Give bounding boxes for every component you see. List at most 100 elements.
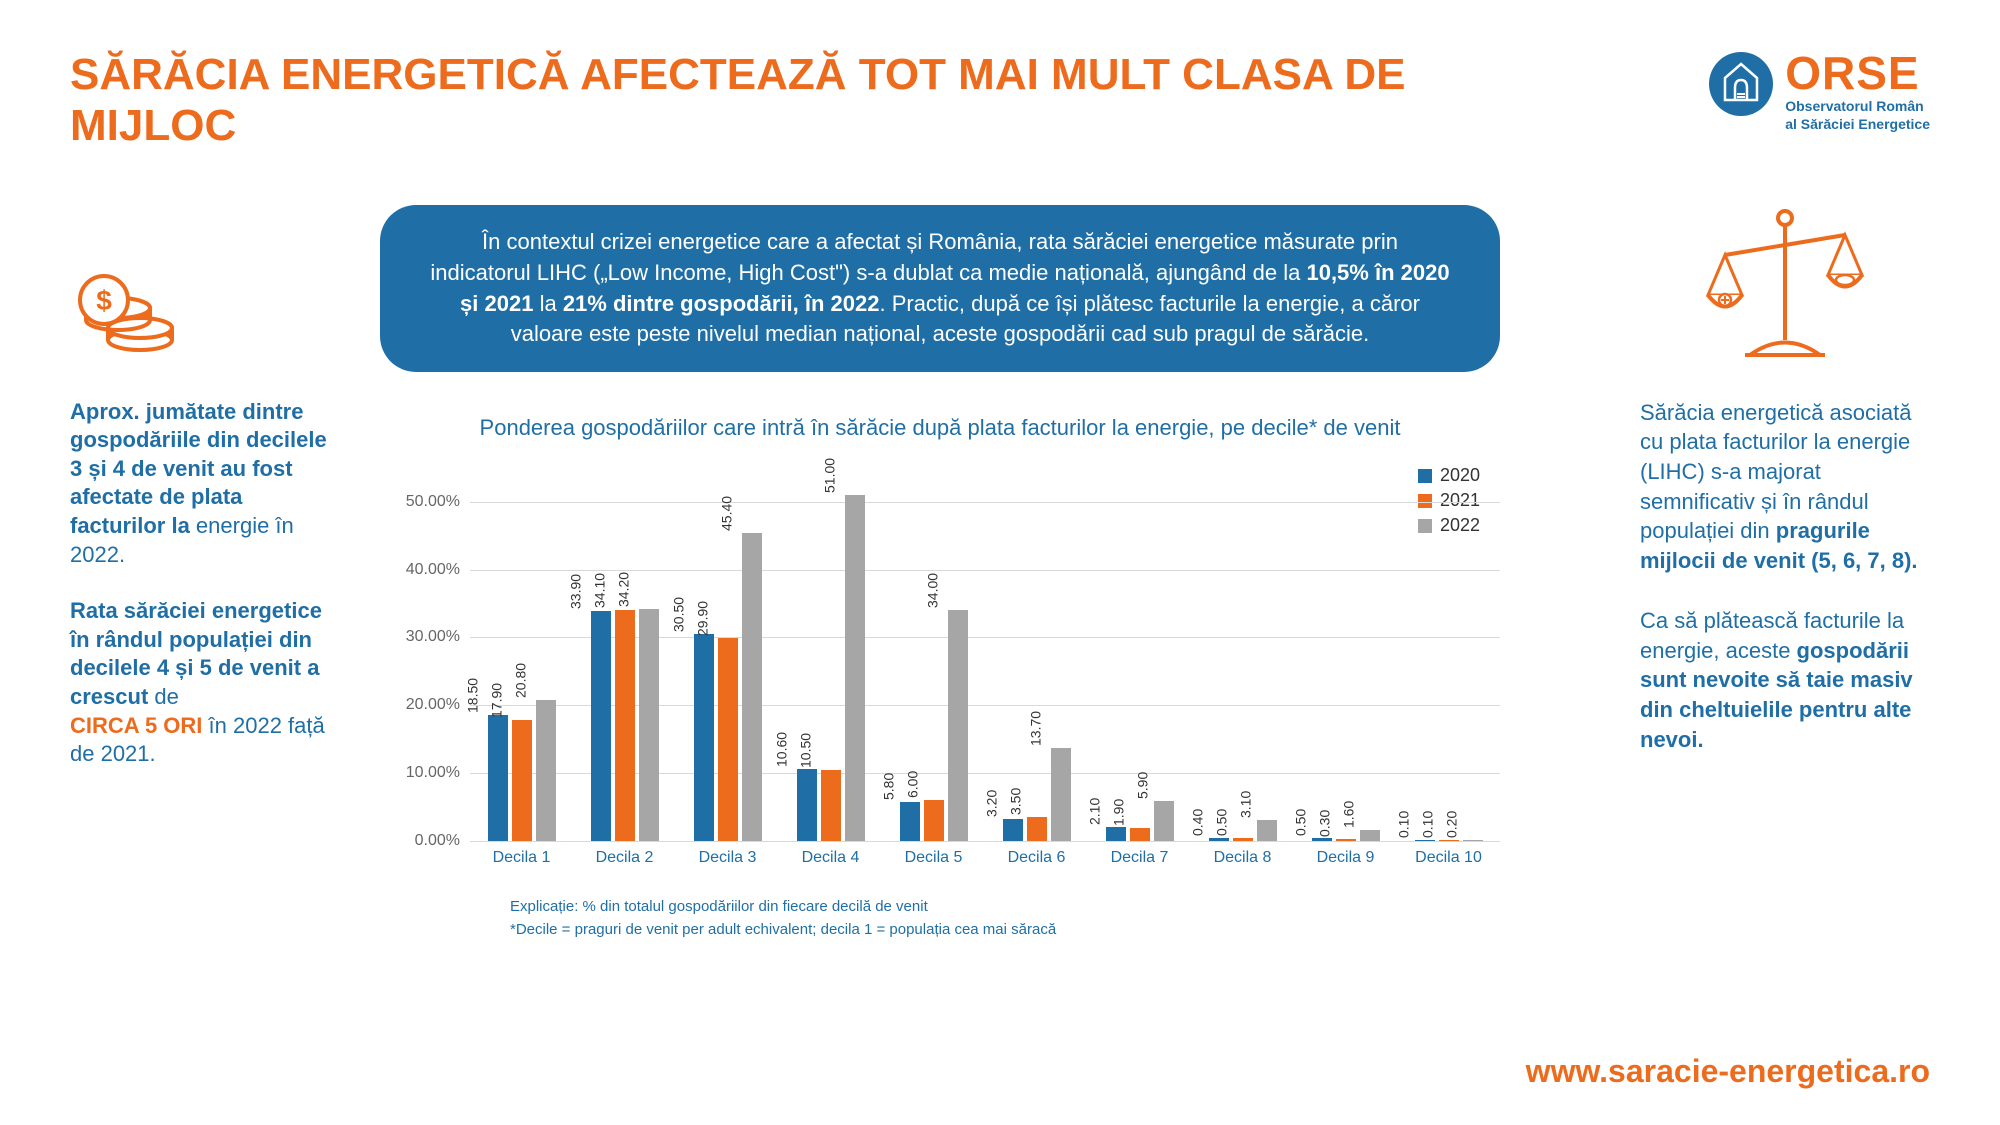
bar-rect [591,611,611,841]
bar-group: 3.203.5013.70 [985,461,1088,841]
x-tick-label: Decila 3 [676,841,779,881]
bar: 34.00 [948,610,968,841]
x-tick-label: Decila 1 [470,841,573,881]
bar-value-label: 0.40 [1189,809,1205,836]
bar: 13.70 [1051,748,1071,841]
bar-value-label: 34.00 [924,573,940,608]
bar: 30.50 [694,634,714,841]
bar-value-label: 5.90 [1134,772,1150,799]
bar-value-label: 1.90 [1110,799,1126,826]
bar: 6.00 [924,800,944,841]
header: SĂRĂCIA ENERGETICĂ AFECTEAZĂ TOT MAI MUL… [70,50,1930,151]
bar-value-label: 13.70 [1027,711,1043,746]
bar-value-label: 0.10 [1419,811,1435,838]
bar-value-label: 33.90 [567,574,583,609]
bar: 5.90 [1154,801,1174,841]
y-tick-label: 0.00% [415,832,460,850]
bar: 17.90 [512,720,532,841]
bar-value-label: 6.00 [904,771,920,798]
bar-group: 2.101.905.90 [1088,461,1191,841]
bar-rect [1360,830,1380,841]
bar-rect [948,610,968,841]
bar-value-label: 29.90 [694,601,710,636]
bar: 20.80 [536,700,556,841]
y-tick-label: 20.00% [406,696,460,714]
bar-rect [900,802,920,841]
coins-icon: $ [70,270,330,368]
bar: 33.90 [591,611,611,841]
bar-value-label: 5.80 [880,772,896,799]
right-paragraph-2: Ca să plătească facturile la energie, ac… [1640,606,1930,754]
x-tick-label: Decila 10 [1397,841,1500,881]
x-tick-label: Decila 7 [1088,841,1191,881]
callout-bold-2: 21% dintre gospodării, în 2022 [563,291,880,316]
bar-rect [1130,828,1150,841]
bar-rect [1027,817,1047,841]
bar-value-label: 0.30 [1316,810,1332,837]
bar-group: 5.806.0034.00 [882,461,985,841]
bar-rect [639,609,659,841]
bar-value-label: 34.10 [591,573,607,608]
x-tick-label: Decila 6 [985,841,1088,881]
page-title: SĂRĂCIA ENERGETICĂ AFECTEAZĂ TOT MAI MUL… [70,50,1470,151]
bar-rect [845,495,865,841]
bar-value-label: 51.00 [821,458,837,493]
bar-group: 33.9034.1034.20 [573,461,676,841]
left-paragraph-2: Rata sărăciei energetice în rândul popul… [70,597,330,769]
callout-text-pre: În contextul crizei energetice care a af… [430,229,1398,285]
bar: 10.50 [821,770,841,841]
bar-rect [1106,827,1126,841]
bar-value-label: 30.50 [670,597,686,632]
bar-rect [924,800,944,841]
bar-value-label: 3.10 [1237,791,1253,818]
x-tick-label: Decila 2 [573,841,676,881]
bar-rect [615,610,635,841]
website-url: www.saracie-energetica.ro [1526,1053,1930,1090]
bars-region: 18.5017.9020.8033.9034.1034.2030.5029.90… [470,461,1500,841]
bar-rect [694,634,714,841]
bar: 29.90 [718,638,738,841]
bar-rect [512,720,532,841]
bar: 1.60 [1360,830,1380,841]
bar-rect [1003,819,1023,841]
bar-value-label: 20.80 [512,663,528,698]
bar-rect [742,533,762,841]
bar: 18.50 [488,715,508,841]
bar-value-label: 18.50 [464,678,480,713]
right-column: Sărăcia energetică asociată cu plata fac… [1640,200,1930,784]
bar-value-label: 3.50 [1007,788,1023,815]
bar-value-label: 34.20 [615,572,631,607]
svg-text:$: $ [96,285,112,316]
y-tick-label: 50.00% [406,493,460,511]
x-tick-label: Decila 9 [1294,841,1397,881]
bar-group: 0.500.301.60 [1294,461,1397,841]
y-tick-label: 10.00% [406,764,460,782]
bar: 51.00 [845,495,865,841]
bar: 45.40 [742,533,762,841]
bar-rect [821,770,841,841]
bar: 34.10 [615,610,635,841]
y-tick-label: 30.00% [406,628,460,646]
bar-rect [536,700,556,841]
bar: 3.20 [1003,819,1023,841]
y-axis: 0.00%10.00%20.00%30.00%40.00%50.00% [380,461,470,841]
chart-title: Ponderea gospodăriilor care intră în săr… [380,415,1500,441]
x-tick-label: Decila 5 [882,841,985,881]
callout-box: În contextul crizei energetice care a af… [380,205,1500,372]
chart: Ponderea gospodăriilor care intră în săr… [380,415,1500,940]
bar-rect [797,769,817,841]
bar: 10.60 [797,769,817,841]
bar-value-label: 0.50 [1213,808,1229,835]
bar-value-label: 10.60 [773,732,789,767]
bar: 3.50 [1027,817,1047,841]
bar-value-label: 1.60 [1340,801,1356,828]
bar-group: 18.5017.9020.80 [470,461,573,841]
bar-group: 10.6010.5051.00 [779,461,882,841]
bar-rect [1257,820,1277,841]
bar-group: 30.5029.9045.40 [676,461,779,841]
scale-icon [1640,200,1930,378]
x-tick-label: Decila 8 [1191,841,1294,881]
bar-rect [488,715,508,841]
bar: 5.80 [900,802,920,841]
bar-value-label: 17.90 [488,683,504,718]
